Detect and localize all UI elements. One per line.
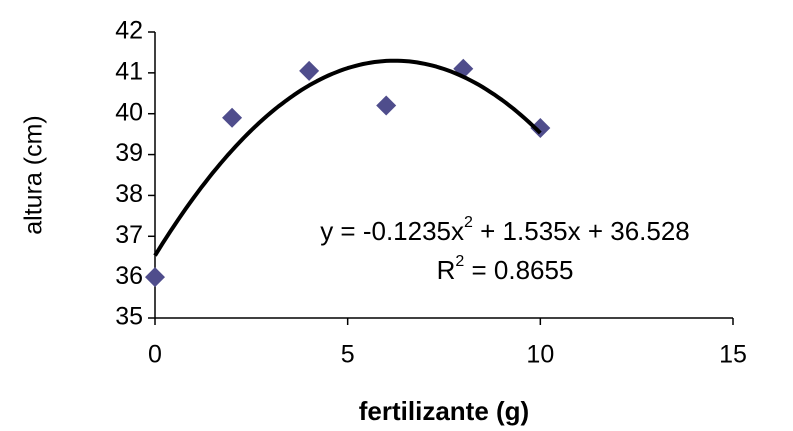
r-squared: R2 = 0.8655 (437, 253, 574, 285)
r-squared-part: = 0.8655 (464, 255, 573, 285)
marker (299, 60, 320, 81)
marker (222, 107, 243, 128)
x-tick-label: 5 (341, 341, 355, 369)
marker (376, 95, 397, 116)
trendline (153, 58, 542, 257)
r-squared-part: R (437, 255, 456, 285)
y-tick-label: 41 (115, 57, 143, 85)
y-tick-label: 37 (115, 221, 143, 249)
y-tick-label: 40 (115, 98, 143, 126)
r-squared-part: 2 (455, 253, 464, 270)
x-axis-label: fertilizante (g) (359, 396, 529, 426)
marker (145, 267, 165, 288)
trendline-equation-part: 2 (464, 214, 473, 231)
y-tick-label: 42 (115, 17, 143, 45)
y-tick-label: 39 (115, 139, 143, 167)
y-axis-label: altura (cm) (20, 115, 48, 234)
y-tick-label: 36 (115, 262, 143, 290)
trendline-equation-part: y = -0.1235x (320, 216, 464, 246)
y-tick-label: 38 (115, 180, 143, 208)
x-tick-label: 15 (719, 341, 747, 369)
trendline-equation-part: + 1.535x + 36.528 (473, 216, 690, 246)
marker (530, 118, 551, 139)
x-tick-label: 10 (526, 341, 554, 369)
x-tick-label: 0 (148, 341, 162, 369)
trendline-equation: y = -0.1235x2 + 1.535x + 36.528 (320, 214, 690, 246)
y-tick-label: 35 (115, 303, 143, 331)
